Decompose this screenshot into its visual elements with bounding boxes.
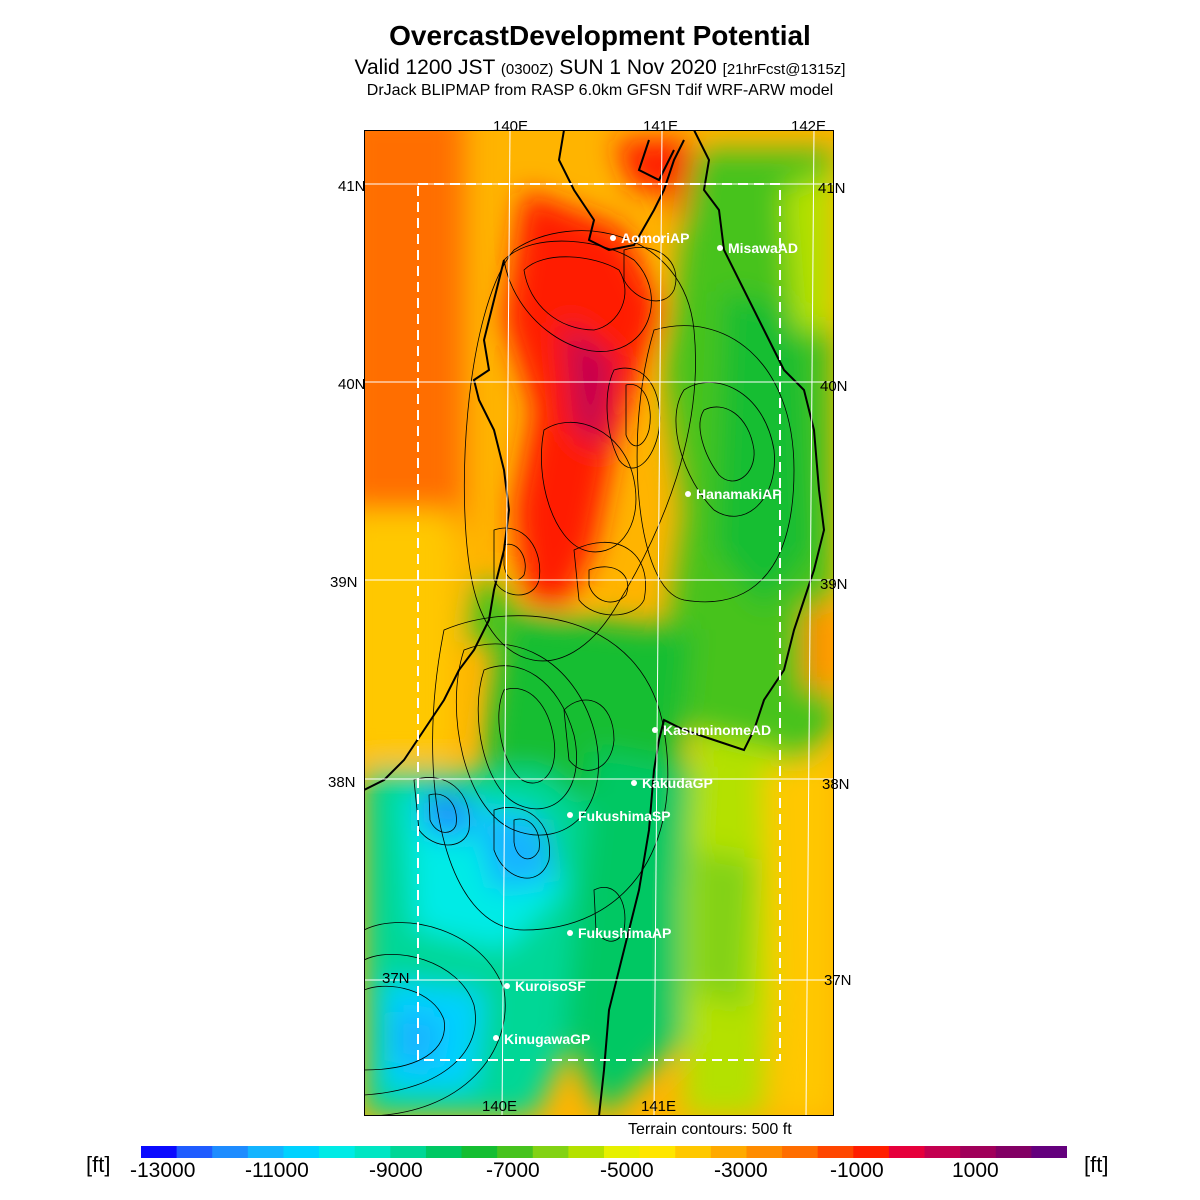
valid-prefix: Valid 1200 JST [354, 56, 496, 79]
colorbar-swatch [817, 1146, 854, 1158]
colorbar-swatch [176, 1146, 213, 1158]
lon-label-140-top: 140E [493, 118, 529, 135]
forecast-map [364, 130, 834, 1116]
station-dot-kinugawa [493, 1035, 499, 1041]
colorbar-unit-left: [ft] [86, 1152, 111, 1177]
colorbar-swatch [568, 1146, 605, 1158]
colorbar-swatch [283, 1146, 320, 1158]
colorbar-swatch [141, 1146, 178, 1158]
lat-label-39-right: 39N [820, 576, 848, 593]
station-label-kasuminome: KasuminomeAD [663, 722, 772, 738]
station-dot-kakuda [631, 780, 637, 786]
colorbar-swatch [319, 1146, 356, 1158]
station-dot-kuroiso [504, 983, 510, 989]
colorbar-swatch [1031, 1146, 1067, 1158]
forecast-info: [21hrFcst@1315z] [722, 61, 846, 78]
lat-label-40-left: 40N [338, 376, 366, 393]
lat-label-39-left: 39N [330, 574, 358, 591]
colorbar-swatch [639, 1146, 676, 1158]
station-label-hanamaki: HanamakiAP [696, 486, 782, 502]
model-line: DrJack BLIPMAP from RASP 6.0km GFSN Tdif… [366, 82, 834, 99]
colorbar-swatch [782, 1146, 819, 1158]
colorbar-tick-label: -13000 [130, 1159, 196, 1182]
valid-date: SUN 1 Nov 2020 [559, 56, 717, 79]
station-label-kuroiso: KuroisoSF [515, 978, 586, 994]
colorbar-unit-right: [ft] [1084, 1152, 1109, 1177]
station-label-fukushima-ap: FukushimaAP [578, 925, 672, 941]
colorbar-tick-label: -7000 [486, 1159, 540, 1182]
colorbar-swatch [390, 1146, 427, 1158]
colorbar-swatch [247, 1146, 284, 1158]
station-dot-misawa [717, 245, 723, 251]
colorbar-swatch [853, 1146, 890, 1158]
coastline [364, 130, 826, 1116]
inner-domain-box [417, 183, 781, 1061]
lon-label-142-top: 142E [791, 118, 827, 135]
lat-label-38-left: 38N [328, 774, 356, 791]
colorbar-swatch [604, 1146, 641, 1158]
terrain-contour-note: Terrain contours: 500 ft [628, 1121, 792, 1138]
lon-label-141-top: 141E [643, 118, 679, 135]
chart-title: OvercastDevelopment Potential [389, 20, 811, 51]
lat-label-40-right: 40N [820, 378, 848, 395]
colorbar-tick-label: -1000 [830, 1159, 884, 1182]
lat-lon-grid [364, 130, 834, 1116]
color-bar [141, 1146, 1067, 1158]
colorbar-tick-label: -5000 [600, 1159, 654, 1182]
lat-label-41-left: 41N [338, 178, 366, 195]
lon-label-141-bottom: 141E [641, 1098, 677, 1115]
lat-label-41-right: 41N [818, 180, 846, 197]
colorbar-tick-label: -9000 [369, 1159, 423, 1182]
lat-label-37-left: 37N [382, 970, 410, 987]
lat-label-37-right: 37N [824, 972, 852, 989]
station-dot-hanamaki [685, 491, 691, 497]
colorbar-swatch [960, 1146, 997, 1158]
potential-field [364, 130, 834, 1116]
colorbar-swatch [888, 1146, 926, 1158]
colorbar-tick-label: -3000 [714, 1159, 768, 1182]
station-label-misawa: MisawaAD [728, 240, 799, 256]
colorbar-swatch [675, 1146, 712, 1158]
colorbar-swatch [995, 1146, 1032, 1158]
valid-utc: (0300Z) [500, 61, 554, 78]
colorbar-swatch [924, 1146, 961, 1158]
colorbar-swatch [212, 1146, 249, 1158]
station-label-kinugawa: KinugawaGP [504, 1031, 591, 1047]
colorbar-swatch [425, 1146, 463, 1158]
colorbar-tick-label: -11000 [245, 1159, 309, 1182]
station-label-fukushima-sp: FukushimaSP [578, 808, 671, 824]
station-dot-aomori [610, 235, 616, 241]
station-label-kakuda: KakudaGP [642, 775, 713, 791]
station-dot-fukushima-ap [567, 930, 573, 936]
colorbar-swatch [710, 1146, 747, 1158]
colorbar-swatch [354, 1146, 391, 1158]
colorbar-tick-label: 1000 [952, 1159, 999, 1182]
station-dot-kasuminome [652, 727, 658, 733]
valid-time-line: Valid 1200 JST (0300Z) SUN 1 Nov 2020 [2… [0, 56, 1200, 80]
colorbar-swatch [532, 1146, 569, 1158]
terrain-contours [364, 230, 795, 1116]
station-dot-fukushima-sp [567, 812, 573, 818]
lon-label-140-bottom: 140E [482, 1098, 518, 1115]
lat-label-38-right: 38N [822, 776, 850, 793]
colorbar-swatch [497, 1146, 534, 1158]
station-markers [493, 235, 723, 1041]
colorbar-swatch [461, 1146, 498, 1158]
colorbar-swatch [746, 1146, 783, 1158]
map-frame [364, 130, 834, 1116]
station-label-aomori: AomoriAP [621, 230, 690, 246]
